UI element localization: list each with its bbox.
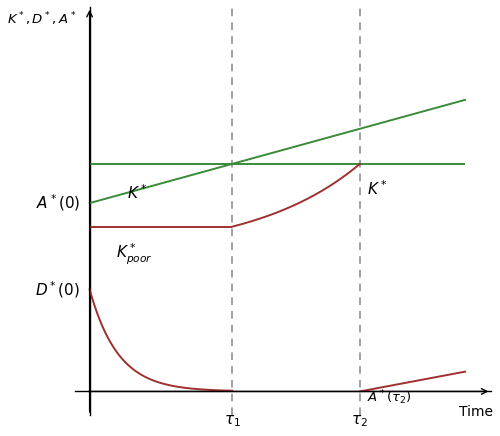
Text: $D^*(0)$: $D^*(0)$ xyxy=(35,279,80,300)
Text: $K^*_{poor}$: $K^*_{poor}$ xyxy=(116,242,152,267)
Text: $K^*$: $K^*$ xyxy=(368,180,388,198)
Text: $K^*, D^*, A^*$: $K^*, D^*, A^*$ xyxy=(7,11,76,28)
Text: $\tau_1$: $\tau_1$ xyxy=(224,413,240,429)
Text: $A^*(0)$: $A^*(0)$ xyxy=(36,193,80,214)
Text: $A^*(\tau_2)$: $A^*(\tau_2)$ xyxy=(368,388,412,407)
Text: $K^*$: $K^*$ xyxy=(127,184,148,202)
Text: Time: Time xyxy=(459,405,493,419)
Text: $\tau_2$: $\tau_2$ xyxy=(352,413,368,429)
